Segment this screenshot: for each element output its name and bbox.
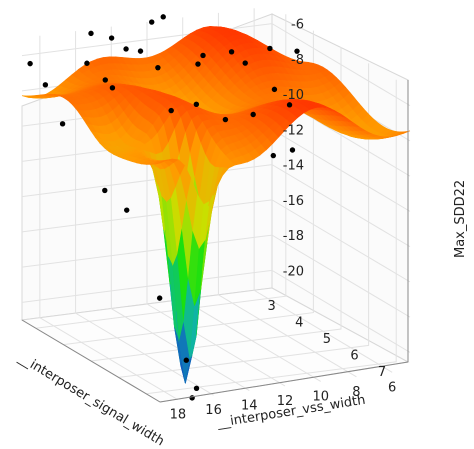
data-point [267,45,273,52]
data-point [189,395,195,401]
data-point [102,77,108,83]
z-gridline [21,234,411,318]
data-point [193,385,200,391]
y-gridline [75,31,214,396]
data-point [149,19,155,25]
y-tick-label: 12 [277,394,294,409]
y-tick-label: 14 [241,399,258,414]
data-point [242,60,248,66]
data-point [137,48,144,54]
axes [21,80,409,403]
z-tick-label: -20 [283,264,304,279]
data-point [270,152,277,159]
data-point [195,61,201,67]
data-point [183,357,189,363]
data-point [156,295,163,301]
data-point [88,30,94,37]
y-tick-label: 8 [352,385,360,400]
data-point [42,82,49,88]
x-gridline [63,30,314,346]
z-axis-title: Max_SDD22 [453,180,468,258]
data-point [160,14,166,20]
data-point [200,52,206,59]
data-point [109,85,116,91]
x-gridline [146,79,397,395]
data-point [155,64,161,71]
data-point [222,116,229,123]
y-tick-label: 10 [312,389,329,404]
data-point [84,60,90,66]
z-tick-label: -6 [291,18,304,33]
x-gridline [118,63,370,378]
data-point [271,86,278,93]
y-axis-line [159,361,409,403]
response-surface [21,26,411,384]
data-point [289,147,296,153]
data-point [294,48,300,54]
z-tick-label: -18 [283,229,304,244]
data-point [124,207,130,213]
y-tick-label: 18 [170,408,187,423]
z-gridline [21,199,411,283]
z-gridline [21,269,411,353]
data-point [286,102,293,108]
data-point [228,49,235,55]
y-gridline [39,35,179,401]
data-point [27,60,33,67]
data-point [193,101,200,107]
y-tick-label: 6 [388,380,396,395]
data-point [59,121,66,127]
y-tick-label: 16 [205,403,222,418]
z-gridline [21,23,411,107]
x-axis-line [21,319,161,403]
z-tick-label: -8 [291,53,304,68]
x-tick-label: 6 [350,348,358,363]
data-point [250,111,256,118]
x-tick-label: 4 [295,316,303,331]
x-tick-label: 7 [378,365,386,380]
z-tick-label: -16 [283,194,304,209]
z-tick-label: -14 [283,159,304,174]
z-tick-label: -10 [283,88,304,103]
x-gridline [90,47,342,362]
data-point [108,35,115,41]
data-point [123,46,129,52]
z-gridline [21,164,411,248]
x-tick-label: 3 [268,299,276,314]
data-point [168,107,174,114]
z-tick-label: -12 [283,123,304,138]
x-tick-label: 5 [323,332,331,347]
data-point [102,187,108,194]
